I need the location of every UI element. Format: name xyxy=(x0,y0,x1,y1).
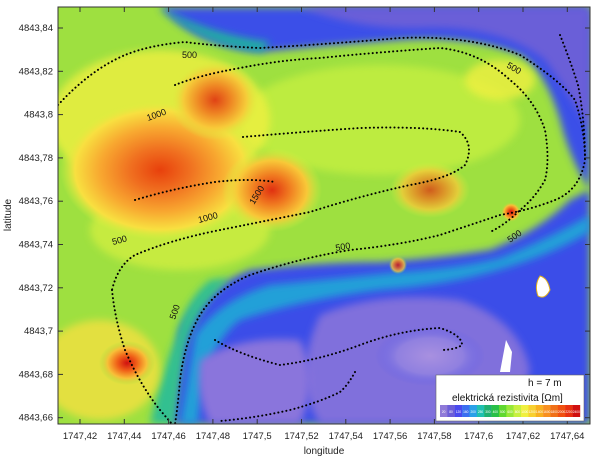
center-arc xyxy=(134,179,276,201)
legend-scale-label: 160 xyxy=(463,410,469,414)
legend-scale-label: 1600 xyxy=(543,410,550,414)
legend-swatch xyxy=(543,405,551,417)
legend-swatch xyxy=(550,405,559,417)
y-tick-label: 4843,7 xyxy=(24,326,53,337)
y-tick-label: 4843,76 xyxy=(19,196,53,207)
x-axis-title: longitude xyxy=(304,446,345,457)
x-tick-label: 1747,64 xyxy=(550,431,584,442)
legend-scale-label: 400 xyxy=(493,410,499,414)
legend-title: elektrická rezistivita [Ωm] xyxy=(452,393,563,404)
legend-swatch xyxy=(521,405,529,417)
legend-swatch xyxy=(469,405,478,417)
high-resistivity-spot-sw xyxy=(99,341,155,385)
y-tick-label: 4843,78 xyxy=(19,153,53,164)
legend-scale-label: 200 xyxy=(470,410,476,414)
boundary-dotted-lines xyxy=(58,34,587,424)
legend-scale-label: 250 xyxy=(478,410,484,414)
x-tick-label: 1747,42 xyxy=(63,431,97,442)
legend-scale-label: 2000 xyxy=(558,410,565,414)
legend-scale-label: 1400 xyxy=(536,410,543,414)
legend-swatch xyxy=(528,405,536,417)
legend-swatch xyxy=(572,405,581,417)
inner-boundary xyxy=(174,46,549,233)
depth-label: h = 7 m xyxy=(528,378,562,389)
legend-scale-label: 300 xyxy=(485,410,491,414)
legend-scale-label: 500 xyxy=(500,410,506,414)
contour-label: 500 xyxy=(111,233,128,247)
legend-scale-label: 2200 xyxy=(565,410,572,414)
legend-swatch xyxy=(513,405,522,417)
y-tick-label: 4843,74 xyxy=(19,240,53,251)
x-tick-label: 1747,58 xyxy=(417,431,451,442)
legend-swatch xyxy=(557,405,566,417)
x-tick-label: 1747,54 xyxy=(329,431,363,442)
legend-colour-scale: 20 80 120 160 200 250 300 400 500 600 800 1000 1200 1… xyxy=(440,405,581,417)
south-arc xyxy=(219,371,356,422)
legend-swatch xyxy=(484,405,492,417)
legend-scale-label: 1000 xyxy=(521,410,528,414)
legend-swatch xyxy=(535,405,544,417)
west-line xyxy=(111,289,173,424)
x-tick-label: 1747,46 xyxy=(151,431,185,442)
y-tick-label: 4843,68 xyxy=(19,369,53,380)
legend-swatch xyxy=(454,405,463,417)
x-tick-label: 1747,56 xyxy=(373,431,407,442)
legend-scale-label: 1800 xyxy=(551,410,558,414)
y-tick-label: 4843,84 xyxy=(19,23,53,34)
contour-label: 500 xyxy=(167,303,182,321)
south-inner-line xyxy=(214,326,464,367)
y-axis: 4843,84 4843,82 4843,8 4843,78 4843,76 4843,7… xyxy=(19,23,590,424)
legend-scale-label: 20 xyxy=(442,410,446,414)
legend-swatch xyxy=(498,405,507,417)
x-tick-label: 1747,48 xyxy=(196,431,230,442)
legend-swatch xyxy=(440,405,448,417)
contour-label: 500 xyxy=(182,50,197,60)
x-tick-label: 1747,62 xyxy=(506,431,540,442)
legend-swatch xyxy=(447,405,455,417)
legend-scale-label: 600 xyxy=(507,410,513,414)
legend-swatch xyxy=(506,405,514,417)
x-tick-label: 1747,44 xyxy=(107,431,141,442)
legend-swatch xyxy=(565,405,573,417)
legend-swatch xyxy=(476,405,485,417)
legend-swatch xyxy=(462,405,470,417)
high-resistivity-centre xyxy=(222,148,322,232)
legend-scale-label: 80 xyxy=(449,410,453,414)
y-tick-label: 4843,66 xyxy=(19,413,53,424)
legend-scale-label: 1200 xyxy=(529,410,536,414)
contour-label: 500 xyxy=(335,241,352,253)
y-tick-label: 4843,82 xyxy=(19,66,53,77)
y-tick-label: 4843,8 xyxy=(24,110,53,121)
y-tick-label: 4843,72 xyxy=(19,283,53,294)
legend-swatch xyxy=(491,405,500,417)
x-axis: 1747,42 1747,44 1747,46 1747,48 1747,5 1747,5… xyxy=(63,7,584,442)
plot-frame xyxy=(57,6,591,425)
resistivity-field xyxy=(58,7,590,424)
northeast-line xyxy=(559,34,586,161)
legend-scale-label: 2400 xyxy=(573,410,580,414)
x-tick-label: 1747,6 xyxy=(464,431,493,442)
legend: h = 7 m elektrická rezistivita [Ωm] 20 80… xyxy=(435,374,585,422)
x-tick-label: 1747,5 xyxy=(243,431,272,442)
x-tick-label: 1747,52 xyxy=(284,431,318,442)
outer-boundary xyxy=(58,36,587,424)
legend-scale-label: 800 xyxy=(515,410,521,414)
y-axis-title: latitude xyxy=(3,198,14,231)
legend-scale-label: 120 xyxy=(456,410,462,414)
